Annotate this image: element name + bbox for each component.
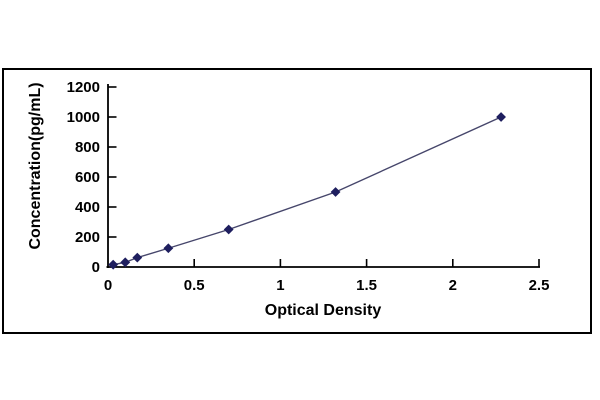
y-tick-label: 800 — [75, 139, 100, 156]
series-line — [113, 116, 502, 266]
x-tick-label: 1 — [276, 277, 284, 294]
data-point-marker — [330, 187, 341, 197]
x-tick-label: 2 — [449, 277, 457, 294]
y-tick-label: 1000 — [67, 109, 100, 126]
x-axis-title: Optical Density — [264, 302, 382, 319]
data-point-marker — [223, 224, 234, 235]
y-tick-label: 0 — [92, 259, 100, 276]
data-point-marker — [120, 257, 131, 268]
y-axis-title: Concentration(pg/mL) — [27, 82, 44, 250]
data-point-marker — [496, 112, 506, 122]
chart-frame — [2, 68, 592, 334]
data-point-marker — [108, 259, 119, 270]
data-point-marker — [163, 243, 174, 254]
y-tick-label: 200 — [75, 229, 100, 246]
y-tick-label: 600 — [75, 169, 100, 186]
x-tick-label: 2.5 — [529, 277, 550, 294]
x-tick-label: 0.5 — [184, 277, 205, 294]
data-point-marker — [132, 252, 143, 263]
y-tick-label: 1200 — [67, 79, 100, 96]
x-tick-label: 0 — [104, 277, 112, 294]
y-tick-label: 400 — [75, 199, 100, 216]
x-tick-label: 1.5 — [356, 277, 377, 294]
